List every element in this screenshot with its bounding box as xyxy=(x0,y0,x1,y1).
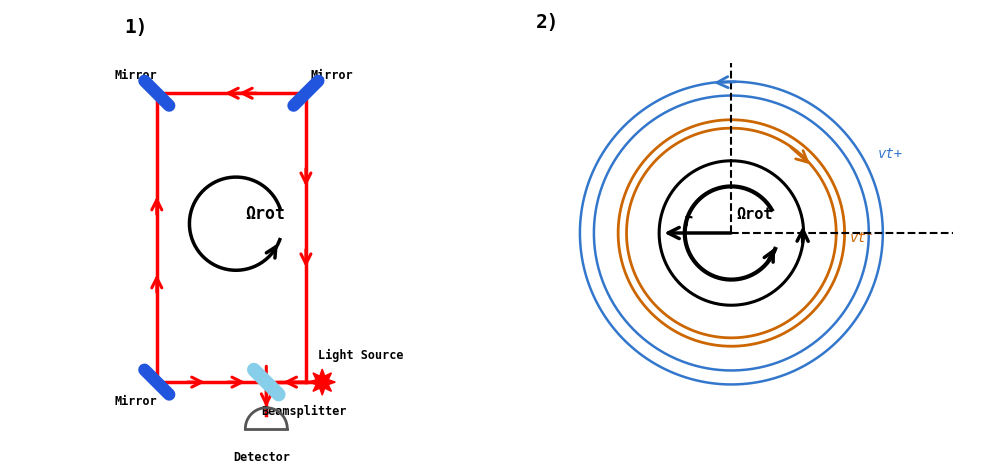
Text: Mirror: Mirror xyxy=(115,396,158,408)
Text: Detector: Detector xyxy=(234,452,291,464)
Text: vt+: vt+ xyxy=(878,147,903,161)
Text: vt⁻: vt⁻ xyxy=(850,231,875,245)
Text: Mirror: Mirror xyxy=(115,69,158,82)
Text: Mirror: Mirror xyxy=(311,69,353,82)
Text: r: r xyxy=(682,212,692,230)
Text: Ωrot: Ωrot xyxy=(245,205,285,223)
Text: Light Source: Light Source xyxy=(318,349,403,362)
Text: 1): 1) xyxy=(124,18,148,37)
Text: 2): 2) xyxy=(536,13,559,32)
Text: Ωrot: Ωrot xyxy=(736,207,773,222)
Polygon shape xyxy=(309,369,335,395)
Text: Beamsplitter: Beamsplitter xyxy=(262,404,347,418)
